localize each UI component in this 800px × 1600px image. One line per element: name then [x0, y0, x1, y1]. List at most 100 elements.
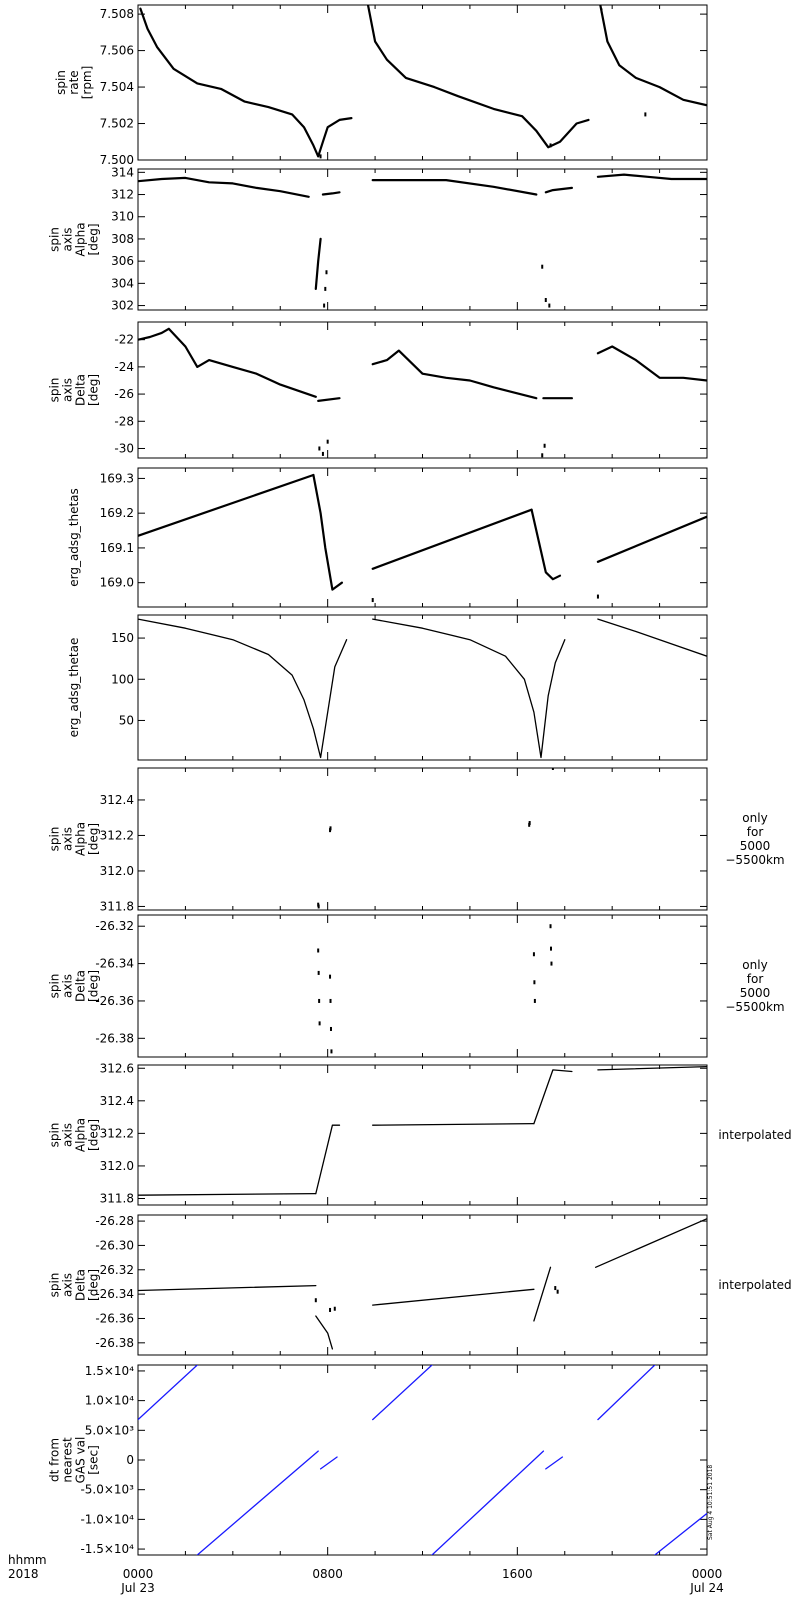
- y-tick-label: 304: [111, 276, 134, 290]
- data-point: [329, 1026, 332, 1031]
- y-axis-label: [deg]: [87, 374, 101, 406]
- panel-5: 50 100 150 erg_adsg_thetae: [67, 614, 708, 761]
- y-axis-label: [deg]: [87, 823, 101, 855]
- data-point: [324, 286, 327, 291]
- y-tick-label: -26.38: [95, 1031, 134, 1045]
- y-tick-label: 150: [111, 631, 134, 645]
- series-line: [138, 1284, 317, 1292]
- x-tick-label: 0000: [123, 1567, 154, 1581]
- data-point: [317, 970, 320, 975]
- y-tick-label: 7.502: [100, 117, 134, 131]
- data-point: [314, 1298, 317, 1303]
- series-line: [366, 5, 590, 149]
- panel-frame: [137, 467, 708, 608]
- series-line: [530, 508, 562, 581]
- y-axis-label: Alpha: [74, 822, 88, 856]
- series-line: [321, 191, 341, 196]
- series-line: [372, 1365, 433, 1421]
- panel-note: −5500km: [725, 853, 784, 867]
- y-tick-label: 0: [126, 1453, 134, 1467]
- panel-7: -26.38 -26.36 -26.34 -26.32 spin axis Delta [de…: [48, 914, 785, 1058]
- y-tick-label: -26.32: [95, 919, 134, 933]
- y-tick-label: -26.30: [95, 1238, 134, 1252]
- x-tick-label: 0000: [692, 1567, 723, 1581]
- y-tick-label: 169.0: [100, 576, 134, 590]
- series-line: [196, 1450, 319, 1555]
- y-axis-label: spin: [48, 827, 62, 852]
- panel-note: for: [747, 825, 764, 839]
- y-tick-label: -26: [114, 387, 134, 401]
- data-point: [329, 1307, 332, 1312]
- data-point: [548, 303, 551, 308]
- data-point: [318, 446, 321, 451]
- series-line: [372, 618, 566, 759]
- panel-8: 311.8 312.0 312.2 312.4 312.6 spin axis Alpha [d…: [48, 1061, 792, 1206]
- y-axis-label: spin: [48, 974, 62, 999]
- timestamp-label: Sat Aug 4 10:51:51 2018: [707, 1465, 714, 1540]
- data-point: [323, 303, 326, 308]
- y-tick-label: 169.3: [100, 471, 134, 485]
- data-point: [317, 948, 320, 953]
- y-tick-label: -28: [114, 414, 134, 428]
- y-tick-label: 7.506: [100, 44, 134, 58]
- y-axis-label: Delta: [74, 1269, 88, 1301]
- series-line: [138, 1365, 198, 1421]
- x-axis-year-label: 2018: [8, 1567, 39, 1581]
- data-point: [541, 264, 544, 269]
- y-axis-label: rate: [67, 70, 81, 94]
- panel-4: 169.0 169.1 169.2 169.3 erg_adsg_thetas: [67, 467, 708, 608]
- y-axis-label: spin: [48, 1123, 62, 1148]
- series-line: [138, 176, 310, 198]
- y-tick-label: -22: [114, 333, 134, 347]
- y-axis-label: nearest: [61, 1437, 75, 1483]
- y-tick-label: 312.4: [100, 793, 134, 807]
- y-axis-label: GAS val: [74, 1437, 88, 1484]
- data-point: [321, 451, 324, 456]
- data-point: [533, 998, 536, 1003]
- panel-frame: [137, 1364, 708, 1556]
- data-point: [543, 443, 546, 448]
- y-axis-label: axis: [61, 974, 75, 998]
- y-axis-label: spin: [48, 378, 62, 403]
- y-axis-label: erg_adsg_thetas: [67, 488, 81, 587]
- panel-note: −5500km: [725, 1000, 784, 1014]
- panel-6: 311.8 312.0 312.2 312.4 spin axis Alpha [deg] on…: [48, 767, 785, 913]
- y-axis-label: spin: [48, 227, 62, 252]
- y-tick-label: -30: [114, 441, 134, 455]
- series-line: [138, 473, 315, 537]
- y-axis-label: axis: [61, 1273, 75, 1297]
- series-line: [545, 1456, 564, 1470]
- series-line: [319, 1456, 338, 1470]
- y-axis-label: axis: [61, 378, 75, 402]
- y-axis-label: [deg]: [87, 970, 101, 1002]
- y-tick-label: -26.36: [95, 1311, 134, 1325]
- y-axis-label: axis: [61, 227, 75, 251]
- y-axis-label: spin: [54, 70, 68, 95]
- x-tick-date-label: Jul 23: [120, 1581, 155, 1595]
- series-line: [371, 179, 538, 196]
- y-axis-label: axis: [61, 827, 75, 851]
- x-tick-label: 0800: [312, 1567, 343, 1581]
- panel-note: interpolated: [718, 1278, 791, 1292]
- panel-data: [317, 768, 554, 909]
- series-line: [371, 508, 533, 570]
- data-point: [600, 8, 603, 13]
- data-point: [554, 1286, 557, 1291]
- panel-note: 5000: [740, 839, 771, 853]
- panel-1: 7.500 7.502 7.504 7.506 7.508 spin rate [rpm]: [54, 4, 708, 167]
- data-point: [549, 946, 552, 951]
- panel-note: interpolated: [718, 1128, 791, 1142]
- data-point: [549, 143, 552, 148]
- x-axis-unit-label: hhmm: [8, 1553, 47, 1567]
- data-point: [333, 1306, 336, 1311]
- data-point: [541, 453, 544, 458]
- panel-9: -26.38 -26.36 -26.34 -26.32 -26.30 -26.28 spin…: [48, 1214, 792, 1356]
- series-line: [138, 327, 317, 398]
- panel-frame: [137, 1064, 708, 1206]
- series-line: [596, 515, 707, 563]
- panel-data: [317, 924, 553, 1054]
- y-tick-label: -5.0×10³: [80, 1483, 134, 1497]
